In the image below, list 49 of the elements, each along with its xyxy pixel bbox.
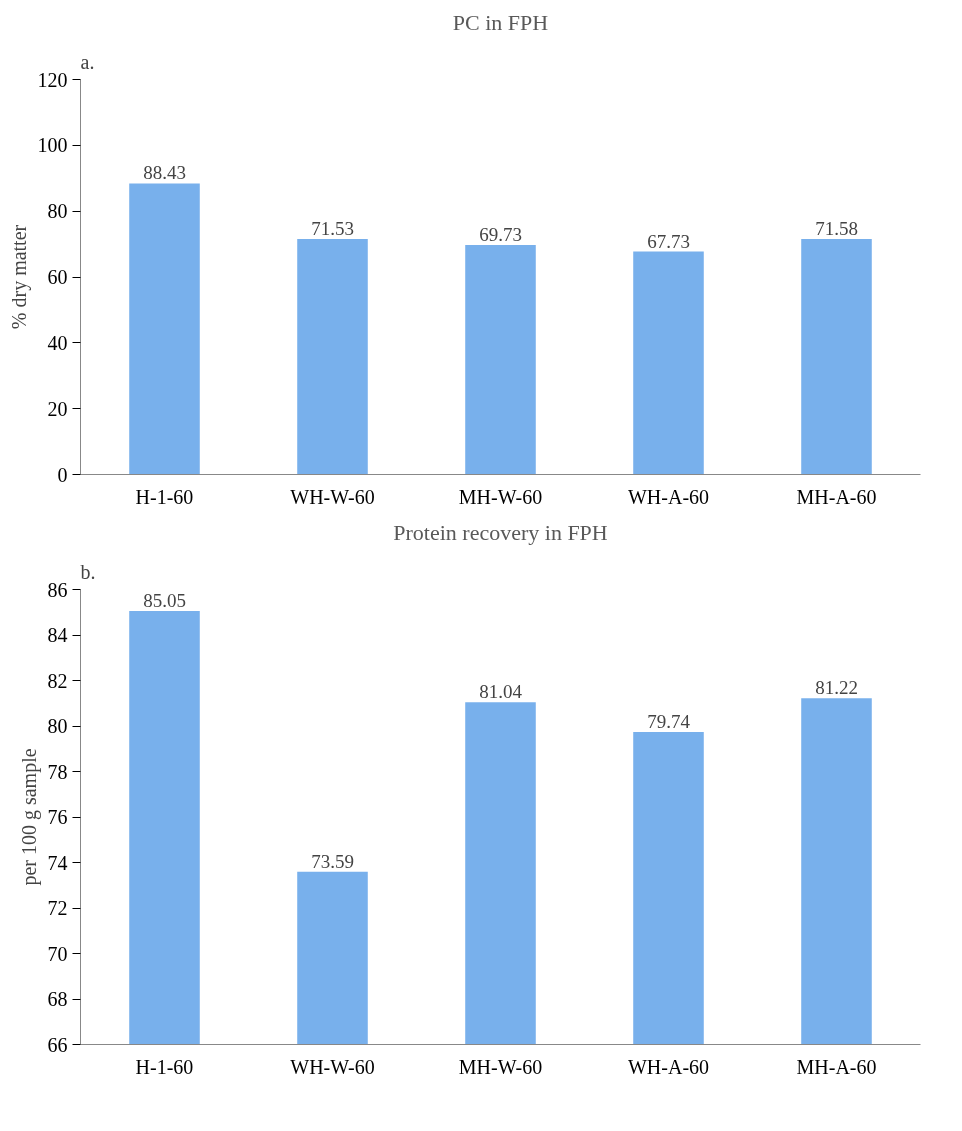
x-tick-label: WH-A-60 — [627, 1055, 710, 1078]
x-tick-label: WH-A-60 — [627, 485, 710, 508]
data-label: 67.73 — [647, 230, 690, 252]
x-tick-label: WH-W-60 — [290, 485, 375, 508]
data-label: 85.05 — [143, 590, 186, 612]
data-label: 81.22 — [815, 677, 858, 699]
data-label: 79.74 — [647, 710, 691, 732]
y-tick-label: 76 — [47, 806, 68, 828]
y-tick-label: 40 — [47, 331, 68, 354]
x-tick-label: MH-A-60 — [796, 1055, 877, 1078]
x-tick-label: MH-W-60 — [458, 1055, 543, 1078]
x-tick-label: H-1-60 — [135, 485, 194, 508]
y-axis-title: % dry matter — [7, 224, 31, 330]
y-tick-label: 78 — [47, 760, 68, 783]
y-tick-label: 20 — [47, 397, 68, 420]
data-label: 73.59 — [311, 850, 354, 872]
bar — [465, 244, 536, 475]
y-tick-label: 84 — [47, 624, 68, 646]
y-axis-title: per 100 g sample — [17, 748, 41, 886]
data-label: 71.53 — [311, 218, 354, 240]
y-tick-label: 0 — [57, 463, 68, 486]
y-tick-label: 68 — [47, 988, 68, 1010]
x-tick-label: MH-W-60 — [458, 485, 543, 508]
bar — [801, 238, 872, 475]
x-tick-label: H-1-60 — [135, 1055, 194, 1078]
chart-title: Protein recovery in FPH — [393, 519, 608, 545]
y-tick-label: 82 — [47, 669, 68, 692]
y-tick-label: 74 — [47, 851, 68, 874]
y-tick-label: 60 — [47, 266, 68, 288]
y-tick-label: 86 — [47, 578, 68, 601]
x-tick-label: WH-W-60 — [290, 1055, 375, 1078]
y-tick-label: 66 — [47, 1033, 68, 1056]
y-tick-label: 80 — [47, 200, 68, 223]
bar — [129, 183, 200, 475]
data-label: 81.04 — [479, 681, 523, 703]
data-label: 69.73 — [479, 223, 522, 245]
y-tick-label: 100 — [37, 134, 68, 157]
y-tick-label: 72 — [47, 897, 68, 919]
y-tick-label: 70 — [47, 942, 68, 965]
text: b. — [80, 560, 96, 583]
bar — [297, 239, 368, 475]
y-tick-label: 120 — [37, 68, 68, 91]
x-tick-label: MH-A-60 — [796, 485, 877, 508]
data-label: 88.43 — [143, 162, 186, 184]
text: a. — [80, 50, 95, 73]
bar — [633, 251, 704, 475]
chart-title: PC in FPH — [452, 9, 549, 35]
data-label: 71.58 — [815, 217, 858, 239]
y-tick-label: 80 — [47, 715, 68, 737]
